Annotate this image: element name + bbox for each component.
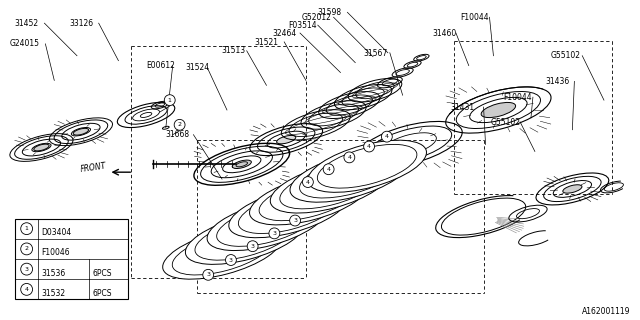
Ellipse shape <box>232 160 252 169</box>
Circle shape <box>20 284 33 295</box>
Text: A162001119: A162001119 <box>582 308 631 316</box>
Text: F10046: F10046 <box>42 248 70 257</box>
Text: 3: 3 <box>229 258 233 262</box>
Text: G24015: G24015 <box>10 39 40 48</box>
Text: 33126: 33126 <box>69 19 93 28</box>
Text: G55102: G55102 <box>490 118 520 127</box>
Ellipse shape <box>73 128 88 135</box>
Text: 31598: 31598 <box>318 8 342 17</box>
Text: 31452: 31452 <box>15 19 39 28</box>
Text: 4: 4 <box>306 180 310 185</box>
Ellipse shape <box>290 150 409 202</box>
Text: G55102: G55102 <box>550 51 580 60</box>
Text: 3: 3 <box>25 267 29 272</box>
Circle shape <box>247 241 258 252</box>
Text: E00612: E00612 <box>146 61 175 70</box>
Circle shape <box>20 243 33 255</box>
Bar <box>15 219 128 300</box>
Text: F10044: F10044 <box>460 13 488 22</box>
Text: 31436: 31436 <box>546 77 570 86</box>
Circle shape <box>20 263 33 275</box>
Ellipse shape <box>308 140 426 192</box>
Ellipse shape <box>207 198 326 251</box>
Text: F03514: F03514 <box>288 21 317 30</box>
Circle shape <box>269 228 280 239</box>
Ellipse shape <box>163 227 282 279</box>
Circle shape <box>174 119 185 130</box>
Circle shape <box>20 223 33 235</box>
Circle shape <box>164 95 175 106</box>
Text: 1: 1 <box>168 98 172 103</box>
Ellipse shape <box>481 102 516 117</box>
Ellipse shape <box>34 144 49 151</box>
Text: 2: 2 <box>25 246 29 252</box>
Text: 3: 3 <box>293 218 297 223</box>
Text: 4: 4 <box>326 167 331 172</box>
Text: G52012: G52012 <box>302 13 332 22</box>
Circle shape <box>303 177 314 188</box>
Text: 1: 1 <box>25 226 29 231</box>
Circle shape <box>344 152 355 163</box>
Text: 4: 4 <box>348 155 351 160</box>
Text: 31460: 31460 <box>432 29 456 38</box>
Text: 31668: 31668 <box>166 130 190 139</box>
Text: F10044: F10044 <box>503 93 532 102</box>
Text: 6PCS: 6PCS <box>93 289 112 298</box>
Text: 32464: 32464 <box>273 29 296 38</box>
Text: 31524: 31524 <box>186 63 210 72</box>
Circle shape <box>381 131 392 142</box>
Text: 31536: 31536 <box>42 268 66 277</box>
Text: 4: 4 <box>385 134 389 139</box>
Ellipse shape <box>250 173 368 225</box>
Text: 3: 3 <box>206 272 210 277</box>
Text: FRONT: FRONT <box>79 161 107 173</box>
Circle shape <box>364 141 374 152</box>
Text: D03404: D03404 <box>42 228 72 237</box>
Text: 6PCS: 6PCS <box>93 268 112 277</box>
Text: 3: 3 <box>273 231 276 236</box>
Ellipse shape <box>270 161 389 213</box>
Ellipse shape <box>276 135 296 144</box>
Text: 4: 4 <box>25 287 29 292</box>
Text: 2: 2 <box>178 122 182 127</box>
Circle shape <box>290 215 301 226</box>
Circle shape <box>323 164 334 175</box>
Text: 31521: 31521 <box>255 38 278 47</box>
Circle shape <box>203 269 214 280</box>
Circle shape <box>225 255 236 265</box>
Text: 31431: 31431 <box>450 103 474 112</box>
Text: 3: 3 <box>251 244 255 249</box>
Text: 31513: 31513 <box>221 46 245 55</box>
Ellipse shape <box>229 186 348 238</box>
Text: 4: 4 <box>367 144 371 149</box>
Ellipse shape <box>563 185 582 193</box>
Text: 31567: 31567 <box>363 49 387 58</box>
Text: 31532: 31532 <box>42 289 65 298</box>
Ellipse shape <box>186 212 304 264</box>
